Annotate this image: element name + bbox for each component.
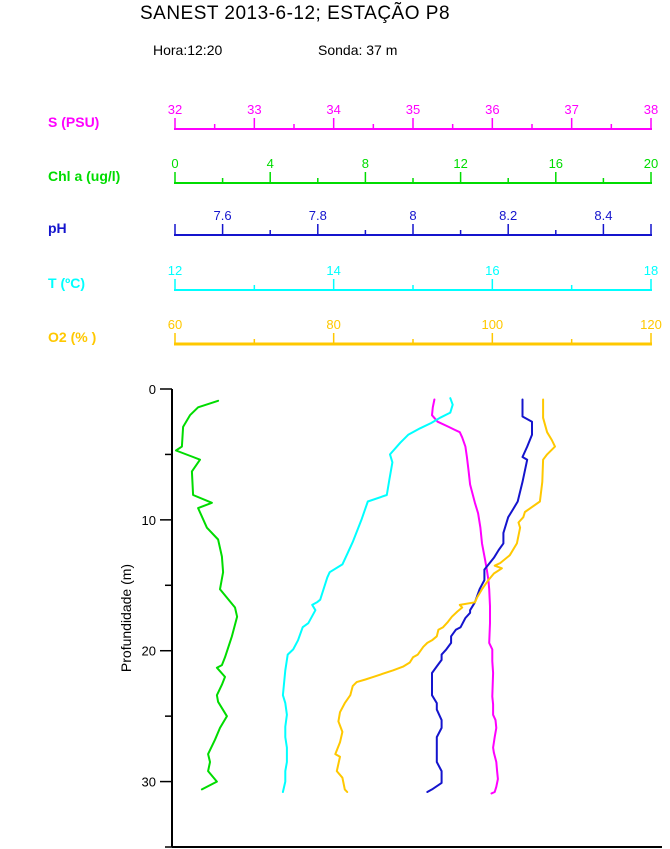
tick-label: 32	[168, 102, 182, 117]
tick-label: 20	[142, 644, 156, 659]
axis-salinity: S (PSU) 32 33 34 35 36 37 38	[48, 102, 658, 130]
tick-label: 7.8	[309, 208, 327, 223]
tick-label: 0	[171, 156, 178, 171]
sounding-depth-label: Sonda: 37 m	[318, 42, 398, 58]
tick-label: 10	[142, 513, 156, 528]
tick-label: 8	[409, 208, 416, 223]
tick-label: 120	[640, 317, 662, 332]
tick-label: 8	[362, 156, 369, 171]
profile-oxygen	[334, 398, 556, 793]
tick-label: 16	[549, 156, 563, 171]
tick-label: 33	[247, 102, 261, 117]
axis-temperature: T (ºC) 12 14 16 18	[48, 263, 658, 291]
tick-label: 14	[326, 263, 340, 278]
tick-label: 35	[406, 102, 420, 117]
axis-title-oxygen: O2 (% )	[48, 329, 96, 345]
axis-title-ph: pH	[48, 220, 67, 236]
tick-label: 4	[267, 156, 274, 171]
tick-label: 16	[485, 263, 499, 278]
axis-ph: pH 7.6 7.8 8 8.2 8.4	[48, 208, 652, 236]
axis-title-chla: Chl a (ug/l)	[48, 168, 120, 184]
tick-label: 60	[168, 317, 182, 332]
depth-axis: 0 10 20 30 Profundidade (m)	[118, 382, 662, 848]
tick-label: 100	[481, 317, 503, 332]
time-label: Hora:12:20	[153, 42, 223, 58]
axis-title-salinity: S (PSU)	[48, 114, 99, 130]
tick-label: 18	[644, 263, 658, 278]
tick-label: 20	[644, 156, 658, 171]
axis-chla: Chl a (ug/l) 0 4 8 12 16 20	[48, 156, 658, 184]
axis-oxygen: O2 (% ) 60 80 100 120	[48, 317, 662, 346]
profile-temperature	[281, 397, 454, 793]
tick-label: 34	[326, 102, 340, 117]
profile-ph	[426, 398, 533, 793]
depth-axis-title: Profundidade (m)	[118, 564, 134, 672]
tick-label: 30	[142, 775, 156, 790]
tick-label: 80	[326, 317, 340, 332]
profile-chla	[175, 399, 239, 791]
tick-label: 8.4	[594, 208, 612, 223]
tick-label: 38	[644, 102, 658, 117]
tick-label: 12	[453, 156, 467, 171]
profile-salinity	[431, 398, 499, 795]
axis-title-temperature: T (ºC)	[48, 275, 85, 291]
tick-label: 12	[168, 263, 182, 278]
tick-label: 0	[149, 382, 156, 397]
chart-title: SANEST 2013-6-12; ESTAÇÃO P8	[139, 3, 451, 24]
tick-label: 7.6	[214, 208, 232, 223]
tick-label: 37	[564, 102, 578, 117]
tick-label: 36	[485, 102, 499, 117]
tick-label: 8.2	[499, 208, 517, 223]
